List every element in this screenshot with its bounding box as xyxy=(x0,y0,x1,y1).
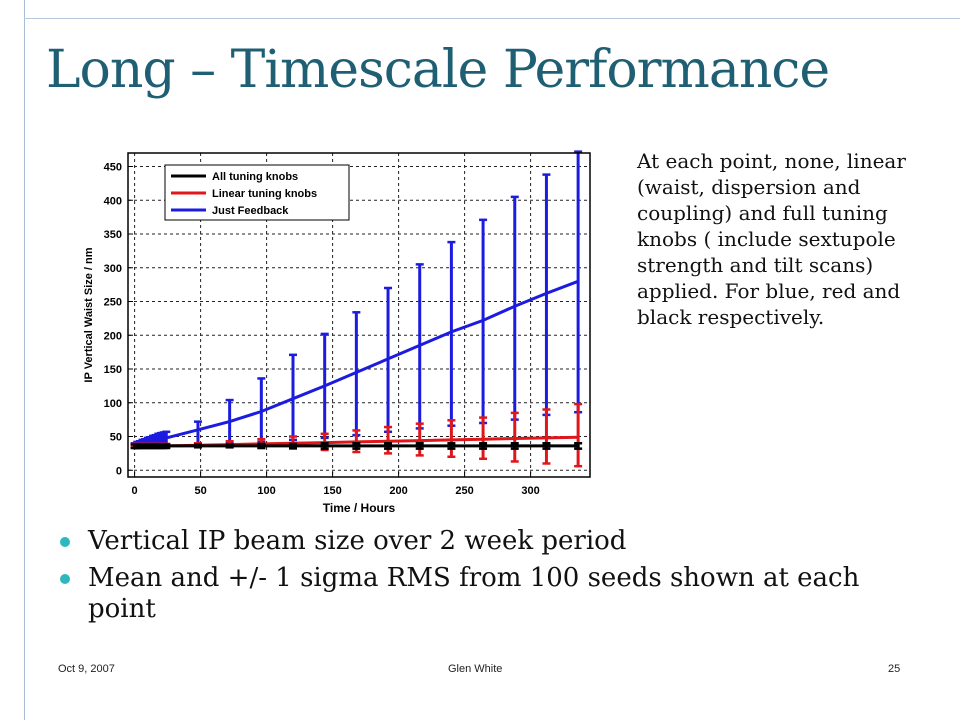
bullet-text: Vertical IP beam size over 2 week period xyxy=(88,526,627,556)
chart-legend: All tuning knobs Linear tuning knobs Just … xyxy=(164,164,350,221)
bullet-item: Vertical IP beam size over 2 week period xyxy=(56,526,936,557)
bullet-item: Mean and +/- 1 sigma RMS from 100 seeds … xyxy=(56,563,936,625)
chart-series-layer xyxy=(130,150,583,468)
y-axis-label: IP Vertical Waist Size / nm xyxy=(83,247,95,382)
footer-page-number: 25 xyxy=(888,663,901,675)
beam-size-chart: 0 50 100 150 200 250 300 0 50 100 150 200 250 300 350 4… xyxy=(78,138,598,523)
bullet-dot-icon xyxy=(60,574,70,584)
bullet-text: point xyxy=(88,594,156,624)
bullet-text: Mean and +/- 1 sigma RMS from 100 seeds … xyxy=(88,563,860,593)
plot-frame xyxy=(127,152,591,478)
side-text-line: At each point, none, linear xyxy=(637,149,906,173)
side-text-line: knobs ( include sextupole xyxy=(637,227,896,251)
y-tick-label: 250 xyxy=(104,297,122,309)
y-tick-label: 50 xyxy=(110,432,122,444)
chart-ticks: 0 50 100 150 200 250 300 0 50 100 150 200 250 300 350 4… xyxy=(104,162,540,498)
side-text-line: (waist, dispersion and xyxy=(637,175,861,199)
y-tick-label: 100 xyxy=(104,398,122,410)
side-text-line: black respectively. xyxy=(637,305,825,329)
x-tick-label: 150 xyxy=(323,485,341,497)
legend-entry-label: Linear tuning knobs xyxy=(212,188,317,200)
x-tick-label: 100 xyxy=(257,485,275,497)
series-0-group xyxy=(130,442,583,450)
side-text-line: strength and tilt scans) xyxy=(637,253,874,277)
y-tick-label: 450 xyxy=(104,162,122,174)
x-tick-label: 200 xyxy=(389,485,407,497)
x-tick-label: 250 xyxy=(455,485,473,497)
x-tick-label: 50 xyxy=(194,485,206,497)
legend-entry-label: All tuning knobs xyxy=(212,171,298,183)
x-axis-label: Time / Hours xyxy=(323,501,396,515)
bullet-list: Vertical IP beam size over 2 week period… xyxy=(56,526,936,631)
side-text-line: applied. For blue, red and xyxy=(637,279,901,303)
y-tick-label: 150 xyxy=(104,364,122,376)
footer-date: Oct 9, 2007 xyxy=(58,663,115,675)
legend-entry-label: Just Feedback xyxy=(212,205,289,217)
x-tick-label: 0 xyxy=(132,485,138,497)
side-description: At each point, none, linear (waist, disp… xyxy=(637,148,937,330)
side-text-line: coupling) and full tuning xyxy=(637,201,888,225)
y-tick-label: 0 xyxy=(116,465,122,477)
slide-frame xyxy=(24,0,960,720)
x-tick-label: 300 xyxy=(521,485,539,497)
footer-author: Glen White xyxy=(448,663,503,675)
y-tick-label: 300 xyxy=(104,263,122,275)
y-tick-label: 350 xyxy=(104,229,122,241)
bullet-dot-icon xyxy=(60,537,70,547)
y-tick-label: 200 xyxy=(104,330,122,342)
slide-title: Long – Timescale Performance xyxy=(46,40,830,100)
y-tick-label: 400 xyxy=(104,195,122,207)
slide-top-rule xyxy=(24,18,960,19)
